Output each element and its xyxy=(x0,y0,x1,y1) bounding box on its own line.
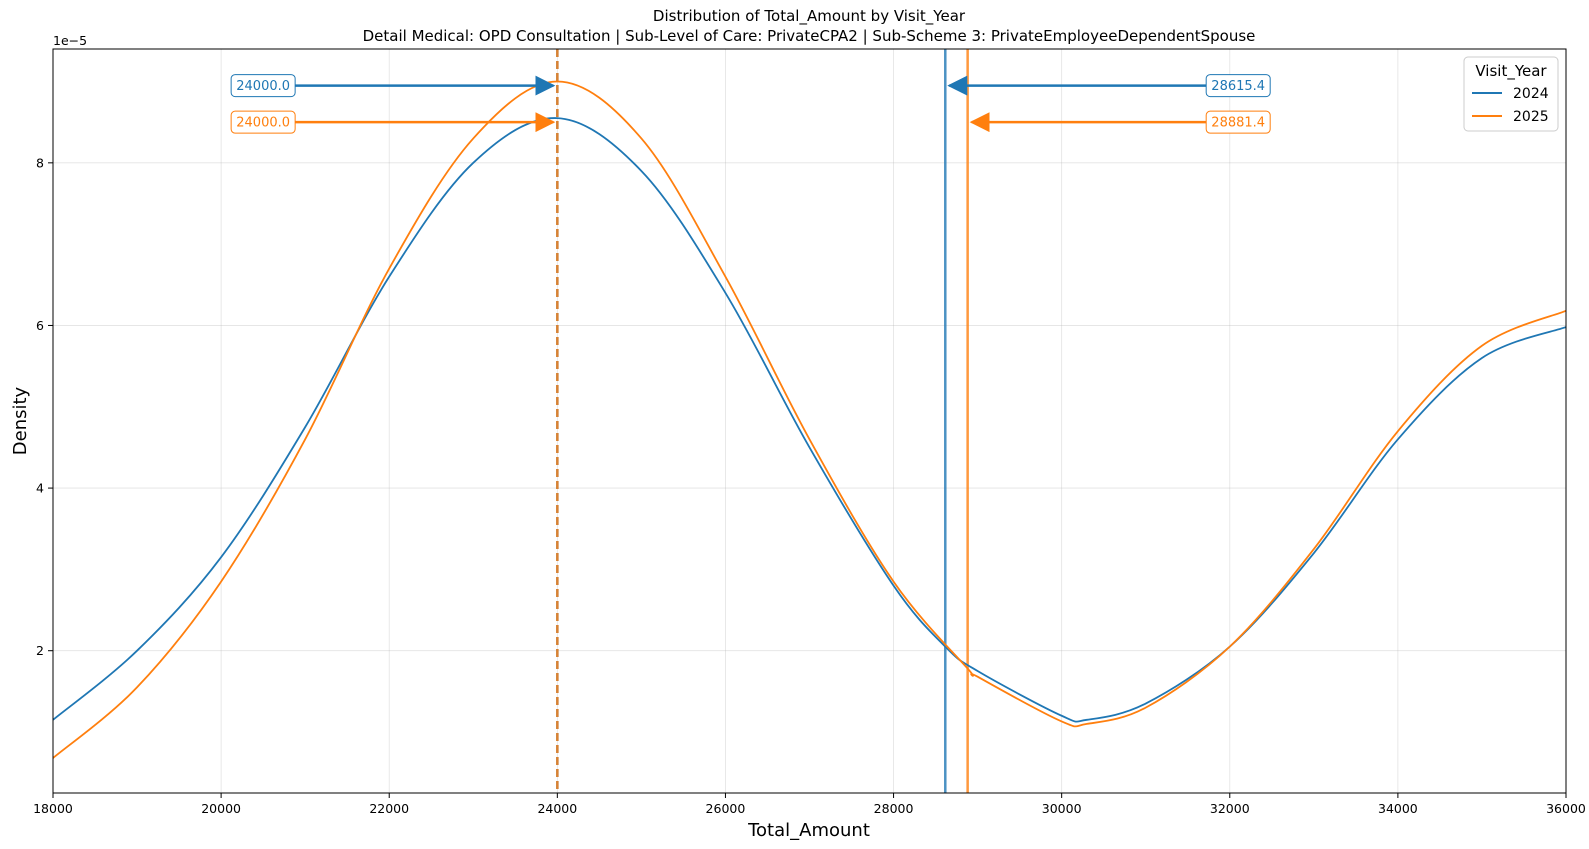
grid xyxy=(52,49,1567,793)
x-tick-label: 30000 xyxy=(1042,801,1082,816)
y-tick-label: 2 xyxy=(36,643,44,658)
legend-box xyxy=(1463,56,1559,132)
y-axis-label: Density xyxy=(10,386,31,455)
y-tick-label: 6 xyxy=(36,318,44,333)
y-offset-label: 1e−5 xyxy=(53,33,87,48)
density-line-2024 xyxy=(53,117,1566,723)
density-line-2025 xyxy=(53,80,1566,759)
chart-subtitle: Detail Medical: OPD Consultation | Sub-L… xyxy=(363,27,1256,45)
plot-frame xyxy=(52,48,1567,794)
annotation-2025-right: 28881.4 xyxy=(969,110,1271,134)
chart-title: Distribution of Total_Amount by Visit_Ye… xyxy=(653,7,966,26)
annotation-2025-left: 24000.0 xyxy=(230,110,556,134)
annotation-label: 24000.0 xyxy=(236,79,290,94)
x-tick-label: 32000 xyxy=(1210,801,1250,816)
legend-title: Visit_Year xyxy=(1475,62,1547,81)
annotation-label: 24000.0 xyxy=(236,116,290,131)
annotation-box xyxy=(1205,110,1271,134)
x-tick-label: 20000 xyxy=(201,801,241,816)
x-tick-label: 34000 xyxy=(1378,801,1418,816)
legend-label-2024: 2024 xyxy=(1513,86,1549,102)
annotation-2024-right: 28615.4 xyxy=(947,74,1271,98)
annotation-2024-left: 24000.0 xyxy=(230,74,556,98)
x-tick-label: 22000 xyxy=(369,801,409,816)
reference-lines xyxy=(556,49,969,793)
y-tick-label: 8 xyxy=(36,155,44,170)
annotation-box xyxy=(1205,74,1271,98)
x-tick-label: 24000 xyxy=(537,801,577,816)
annotation-box xyxy=(230,74,296,98)
x-tick-label: 26000 xyxy=(706,801,746,816)
x-tick-label: 28000 xyxy=(874,801,914,816)
y-axis-ticks: 2 4 6 8 xyxy=(36,155,53,658)
legend-label-2025: 2025 xyxy=(1513,109,1549,125)
annotation-label: 28881.4 xyxy=(1211,116,1265,131)
annotation-box xyxy=(230,110,296,134)
annotations: 24000.0 24000.0 28615.4 28881.4 xyxy=(230,74,1271,134)
series-lines xyxy=(53,80,1566,759)
x-axis-label: Total_Amount xyxy=(747,820,870,841)
legend: Visit_Year 2024 2025 xyxy=(1463,56,1559,132)
x-axis-ticks: 18000 20000 22000 24000 26000 28000 30000 32000… xyxy=(33,793,1586,816)
x-tick-label: 36000 xyxy=(1546,801,1586,816)
x-tick-label: 18000 xyxy=(33,801,73,816)
y-tick-label: 4 xyxy=(36,481,44,496)
annotation-label: 28615.4 xyxy=(1211,79,1265,94)
